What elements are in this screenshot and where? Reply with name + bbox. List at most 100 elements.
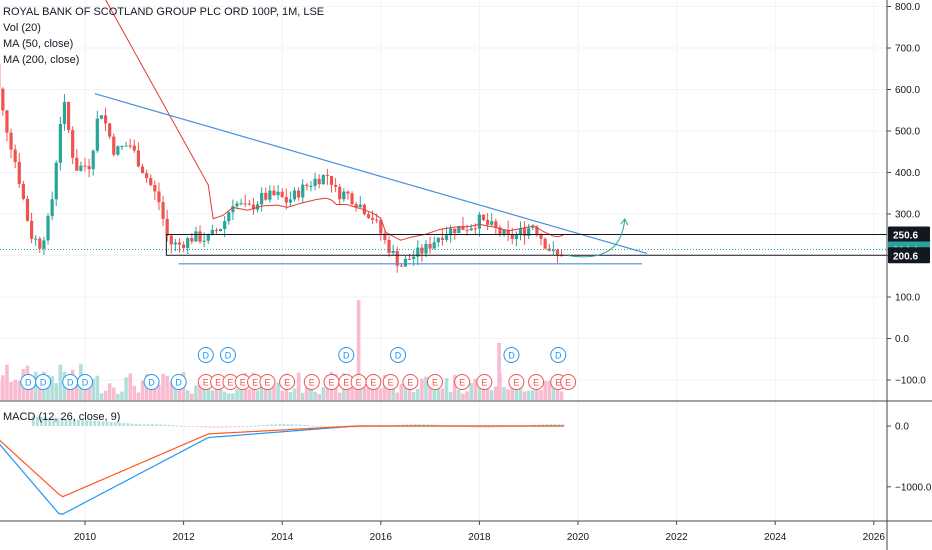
volume-bar [5, 364, 9, 400]
candle-body [95, 118, 99, 151]
macd-histogram-bar [302, 424, 306, 426]
candle-body [424, 243, 428, 254]
macd-histogram-bar [500, 426, 503, 428]
candle-body [444, 235, 449, 240]
volume-bar [280, 390, 284, 400]
candle-body [153, 185, 157, 192]
volume-bar [247, 389, 252, 400]
macd-histogram-bar [192, 426, 195, 427]
candle-body [79, 165, 83, 171]
marker-E-icon [560, 374, 577, 390]
price-tag-lower-bg [888, 247, 930, 264]
marker-E-icon [382, 374, 399, 390]
macd-histogram-bar [35, 416, 39, 426]
macd-histogram-bar [401, 424, 405, 426]
macd-histogram-bar [208, 426, 212, 428]
candle-body [461, 226, 465, 230]
volume-bar [226, 393, 231, 400]
candle-body [280, 191, 284, 198]
candle-body [321, 175, 325, 185]
candle-body [522, 228, 527, 236]
marker-D-icon [170, 374, 187, 390]
volume-bar [411, 392, 416, 400]
marker-E-label: E [459, 378, 465, 388]
candle-body [227, 212, 231, 222]
macd-histogram-bar [179, 425, 183, 427]
volume-bar [432, 384, 437, 400]
price-tick-label: 400.0 [895, 168, 920, 179]
candle-body [329, 175, 334, 185]
macd-histogram-bar [101, 421, 105, 426]
macd-histogram-bar [261, 424, 265, 426]
macd-histogram-bar [77, 419, 80, 426]
marker-E-label: E [388, 378, 394, 388]
macd-histogram-bar [175, 425, 179, 427]
volume-bar [317, 393, 321, 400]
marker-D-label: D [395, 351, 402, 361]
macd-tick-label: −1000.0 [895, 482, 932, 493]
candle-body [342, 191, 346, 200]
candle-body [91, 150, 95, 170]
candle-body [132, 145, 136, 151]
volume-bar [424, 376, 428, 400]
candle-body [202, 240, 206, 242]
macd-histogram-bar [130, 423, 134, 426]
macd-histogram-bar [430, 424, 434, 426]
volume-bar [535, 383, 539, 400]
time-tick-label: 2016 [370, 532, 393, 543]
macd-histogram-bar [64, 418, 68, 426]
macd-histogram-bar [48, 417, 52, 426]
macd-tick-label: 0.0 [895, 422, 909, 433]
macd-histogram-bar [155, 424, 158, 426]
marker-D-icon [77, 374, 93, 390]
macd-histogram-bar [327, 426, 331, 427]
candle-body [177, 242, 182, 245]
macd-histogram-bar [426, 424, 430, 426]
candle-body [527, 227, 531, 236]
marker-E-label: E [240, 378, 246, 388]
volume-bar [153, 379, 157, 400]
macd-histogram-bar [89, 420, 93, 426]
macd-histogram-bar [150, 424, 154, 426]
candle-body [235, 203, 239, 207]
volume-bar [395, 392, 400, 400]
macd-histogram-bar [204, 426, 208, 428]
macd-histogram-bar [561, 424, 565, 426]
candle-body [239, 203, 243, 205]
volume-bar [366, 384, 371, 400]
candle-body [354, 204, 358, 208]
volume-bar [379, 388, 383, 400]
volume-bar [551, 382, 556, 400]
candle-body [182, 244, 186, 248]
macd-histogram-bar [274, 424, 278, 426]
ma-lines [105, 0, 564, 241]
candle-body [301, 184, 305, 198]
volume-bar [255, 390, 260, 400]
volume-bar [461, 393, 465, 400]
volume-bar [13, 379, 17, 400]
volume-bar [465, 391, 469, 400]
volume-bar [452, 374, 457, 400]
volume-bar [185, 390, 190, 400]
candle-body [149, 178, 153, 186]
volume-bar [54, 383, 59, 400]
macd-histogram-bar [40, 416, 43, 426]
candlestick-series [0, 63, 564, 273]
volume-bar [190, 393, 194, 400]
macd-histogram-bar [245, 426, 249, 427]
marker-E-icon [303, 374, 320, 390]
marker-D-icon [550, 347, 567, 363]
macd-histogram-bar [315, 425, 319, 427]
volume-bar [87, 388, 91, 400]
price-tick-label: 500.0 [895, 127, 920, 138]
volume-bar [403, 383, 408, 400]
candle-body [457, 226, 461, 234]
macd-histogram-bar [56, 418, 60, 426]
candle-body [58, 123, 62, 163]
candle-body [218, 228, 223, 232]
macd-histogram-bar [257, 425, 261, 427]
candle-body [169, 235, 173, 245]
volume-bar [309, 389, 313, 400]
volume-bar [531, 390, 535, 400]
